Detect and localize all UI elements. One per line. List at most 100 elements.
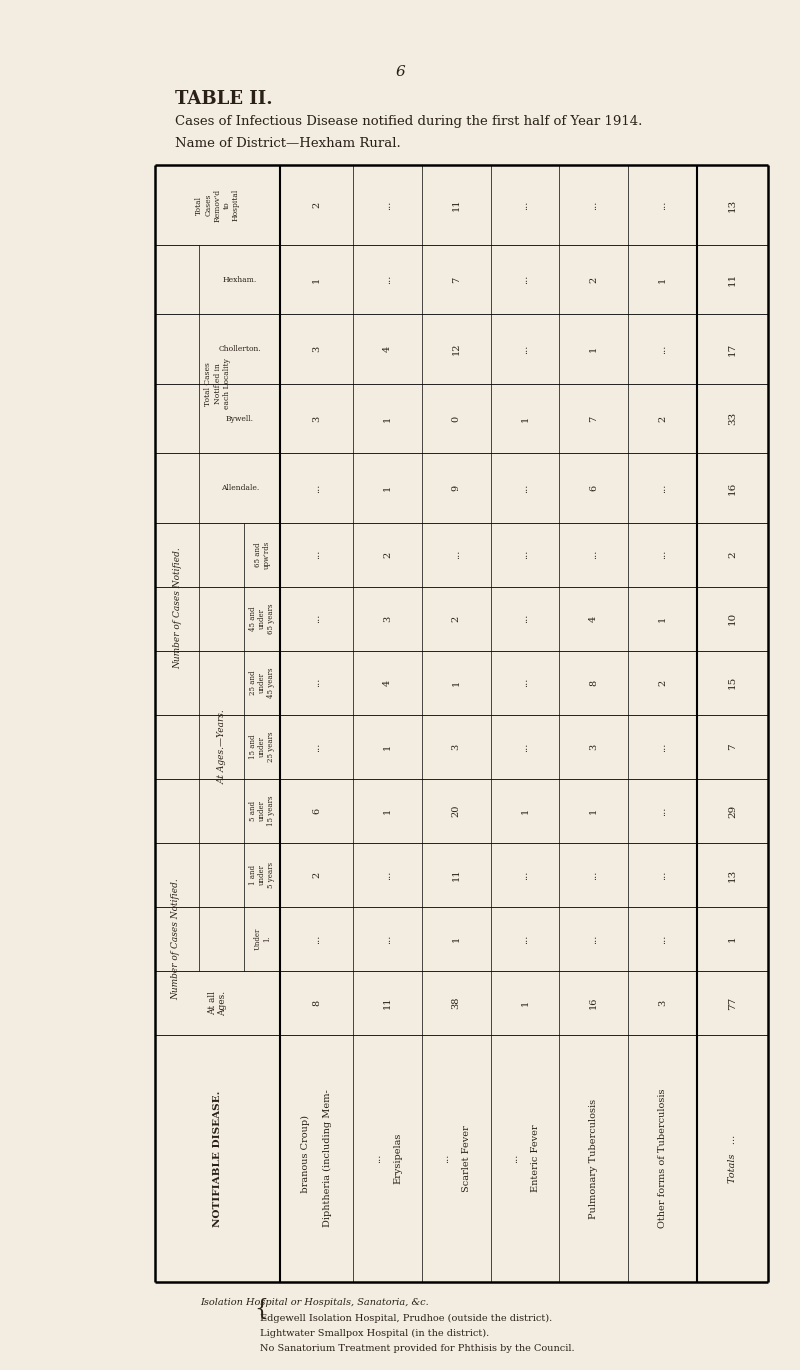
Text: ...: ... [521,870,530,880]
Text: 38: 38 [452,997,461,1010]
Text: 1: 1 [452,936,461,943]
Text: 0: 0 [452,415,461,422]
Text: ...: ... [590,870,598,880]
Text: ...: ... [521,275,530,285]
Text: Lightwater Smallpox Hospital (in the district).: Lightwater Smallpox Hospital (in the dis… [260,1329,490,1338]
Text: 1: 1 [312,277,322,282]
Text: ...: ... [521,344,530,353]
Text: 1: 1 [590,347,598,352]
Text: ...: ... [312,743,322,752]
Text: ...: ... [521,934,530,944]
Text: ...: ... [383,200,392,210]
Text: ...: ... [658,549,667,559]
Text: No Sanatorium Treatment provided for Phthisis by the Council.: No Sanatorium Treatment provided for Pht… [260,1344,574,1354]
Text: 29: 29 [728,804,737,818]
Text: 4: 4 [383,680,392,686]
Text: Diphtheria (including Mem-: Diphtheria (including Mem- [323,1089,332,1228]
Text: 16: 16 [590,997,598,1010]
Text: 15 and
under
25 years: 15 and under 25 years [249,732,275,762]
Text: 4: 4 [590,615,598,622]
Text: ...: ... [383,275,392,285]
Text: ...: ... [521,549,530,559]
Text: Enteric Fever: Enteric Fever [530,1125,540,1192]
Text: ...: ... [658,484,667,493]
Text: 4: 4 [383,347,392,352]
Text: 20: 20 [452,804,461,817]
Text: 1: 1 [521,808,530,814]
Text: 13: 13 [728,199,737,211]
Text: ...: ... [521,200,530,210]
Text: ...: ... [373,1154,382,1163]
Text: 5 and
under
15 years: 5 and under 15 years [249,796,275,826]
Text: Scarlet Fever: Scarlet Fever [462,1125,471,1192]
Text: Number of Cases Notified.: Number of Cases Notified. [173,547,182,669]
Text: ...: ... [383,870,392,880]
Text: 15: 15 [728,677,737,689]
Text: Other forms of Tuberculosis: Other forms of Tuberculosis [658,1089,667,1229]
Text: Bywell.: Bywell. [226,415,254,422]
Text: Total Cases
Notified in
each Locality: Total Cases Notified in each Locality [205,359,231,410]
Text: 1: 1 [658,277,667,282]
Text: ...: ... [312,484,322,493]
Text: 7: 7 [452,277,461,282]
Text: ...: ... [312,934,322,944]
Text: 2: 2 [590,277,598,282]
Text: Under
1.: Under 1. [254,927,270,951]
Text: ...: ... [658,743,667,752]
Text: Total
Cases
Remov'd
to
Hospital: Total Cases Remov'd to Hospital [195,189,240,222]
Text: TABLE II.: TABLE II. [175,90,273,108]
Text: Isolation Hospital or Hospitals, Sanatoria, &c.: Isolation Hospital or Hospitals, Sanator… [200,1297,429,1307]
Text: Name of District—Hexham Rural.: Name of District—Hexham Rural. [175,137,401,149]
Text: ...: ... [312,614,322,623]
Text: Hexham.: Hexham. [222,275,257,284]
Text: Number of Cases Notified.: Number of Cases Notified. [170,878,180,1000]
Text: 1: 1 [728,936,737,943]
Text: ...: ... [442,1154,450,1163]
Text: ...: ... [452,549,461,559]
Text: 6: 6 [590,485,598,490]
Text: 33: 33 [728,412,737,425]
Text: 2: 2 [312,871,322,878]
Text: 7: 7 [590,415,598,422]
Text: 3: 3 [312,347,322,352]
Text: 65 and
upw'rds: 65 and upw'rds [254,541,270,569]
Text: 6: 6 [312,808,322,814]
Text: ...: ... [658,806,667,815]
Text: ...: ... [521,614,530,623]
Text: At all
Ages.: At all Ages. [208,991,227,1015]
Text: 2: 2 [452,615,461,622]
Text: Totals   ...: Totals ... [728,1134,737,1182]
Text: 8: 8 [590,680,598,686]
Text: 2: 2 [728,551,737,558]
Text: 10: 10 [728,612,737,625]
Text: 1: 1 [521,1000,530,1006]
Text: ...: ... [658,344,667,353]
Text: ...: ... [658,870,667,880]
Text: 1: 1 [383,485,392,490]
Text: Erysipelas: Erysipelas [394,1133,402,1184]
Text: 3: 3 [658,1000,667,1006]
Text: Cases of Infectious Disease notified during the first half of Year 1914.: Cases of Infectious Disease notified dur… [175,115,642,127]
Text: 1: 1 [658,615,667,622]
Text: Edgewell Isolation Hospital, Prudhoe (outside the district).: Edgewell Isolation Hospital, Prudhoe (ou… [260,1314,552,1323]
Text: Pulmonary Tuberculosis: Pulmonary Tuberculosis [590,1099,598,1219]
Text: ...: ... [312,678,322,688]
Text: branous Croup): branous Croup) [302,1115,310,1201]
Text: 12: 12 [452,342,461,355]
Text: 11: 11 [452,199,461,211]
Text: Allendale.: Allendale. [221,484,259,492]
Text: 11: 11 [383,997,392,1010]
Text: 45 and
under
65 years: 45 and under 65 years [249,604,275,634]
Text: ...: ... [510,1154,519,1163]
Text: 11: 11 [452,869,461,881]
Text: At Ages.—Years.: At Ages.—Years. [218,710,226,784]
Text: 3: 3 [590,744,598,749]
Text: ...: ... [658,934,667,944]
Text: 2: 2 [312,201,322,208]
Text: 3: 3 [383,615,392,622]
Text: ...: ... [383,934,392,944]
Text: ...: ... [590,549,598,559]
Text: 7: 7 [728,744,737,751]
Text: 1: 1 [590,808,598,814]
Text: 1: 1 [521,415,530,422]
